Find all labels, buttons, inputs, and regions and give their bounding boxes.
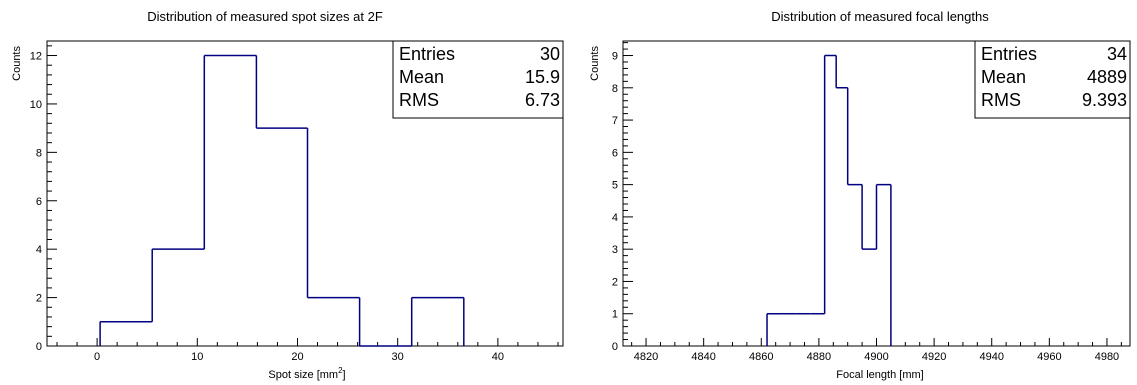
histogram-bin [151,248,205,322]
stats-value: 4889 [1087,67,1127,87]
y-tick-label: 9 [612,51,618,63]
stats-box [974,40,1131,119]
y-tick-label: 4 [612,212,618,224]
chart-title: Distribution of measured spot sizes at 2… [147,9,383,24]
y-tick-label: 10 [30,99,42,111]
x-axis-label: Spot size [mm2] [268,366,345,381]
y-tick-label: 12 [30,51,42,63]
y-axis-label: Counts [589,46,601,81]
stats-value: 34 [1107,44,1127,64]
stats-label: Mean [981,67,1026,87]
stats-label: RMS [981,90,1021,110]
x-axis-label-main: Focal length [mm] [836,369,923,381]
y-tick-label: 5 [612,180,618,192]
x-tick-label: 40 [492,351,504,363]
x-axis-label-superscript: 2 [338,366,343,375]
y-tick-label: 2 [612,276,618,288]
histogram-bin [861,184,877,250]
histogram-bin [99,321,153,346]
y-tick-label: 6 [612,147,618,159]
chart-panel-1: Distribution of measured spot sizes at 2… [11,9,564,381]
chart-title: Distribution of measured focal lengths [771,9,989,24]
histogram-bin [255,55,308,129]
x-tick-label: 10 [191,351,203,363]
histogram-bin [875,183,892,346]
x-tick-label: 4900 [864,351,888,363]
y-tick-label: 0 [36,341,42,353]
x-tick-label: 4940 [979,351,1003,363]
histogram-bin [410,296,465,346]
y-tick-label: 3 [612,244,618,256]
y-tick-label: 4 [36,244,42,256]
y-tick-label: 1 [612,309,618,321]
histogram-bin [835,55,848,89]
stats-label: Mean [399,67,444,87]
x-tick-label: 20 [291,351,303,363]
stats-label: Entries [981,44,1037,64]
stats-box [392,40,564,119]
x-tick-label: 30 [392,351,404,363]
x-axis-label-end: ] [343,369,346,381]
y-tick-label: 8 [36,147,42,159]
histogram-bin [766,312,782,346]
histogram-bin [203,54,257,250]
y-axis-label: Counts [11,46,23,81]
histogram-bin [306,128,360,299]
histogram-bin [823,54,837,314]
y-tick-label: 0 [612,341,618,353]
histogram-bin [846,87,863,186]
x-tick-label: 4840 [691,351,715,363]
x-tick-label: 4820 [634,351,658,363]
x-tick-label: 4980 [1095,351,1119,363]
stats-label: RMS [399,90,439,110]
y-tick-label: 2 [36,293,42,305]
x-tick-label: 4920 [922,351,946,363]
y-tick-label: 6 [36,196,42,208]
chart-panel-2: Distribution of measured focal lengths Co… [589,9,1131,381]
x-tick-label: 4960 [1037,351,1061,363]
y-tick-label: 8 [612,83,618,95]
x-axis-label: Focal length [mm] [836,369,923,381]
x-tick-label: 4880 [807,351,831,363]
x-axis-label-main: Spot size [mm [268,369,338,381]
x-tick-label: 4860 [749,351,773,363]
histogram-bin [358,297,412,347]
stats-label: Entries [399,44,455,64]
x-tick-label: 0 [94,351,100,363]
stats-value: 15.9 [525,67,560,87]
stats-value: 30 [540,44,560,64]
stats-value: 9.393 [1082,90,1127,110]
plot-frame [46,40,564,347]
y-tick-label: 7 [612,115,618,127]
stats-value: 6.73 [525,90,560,110]
